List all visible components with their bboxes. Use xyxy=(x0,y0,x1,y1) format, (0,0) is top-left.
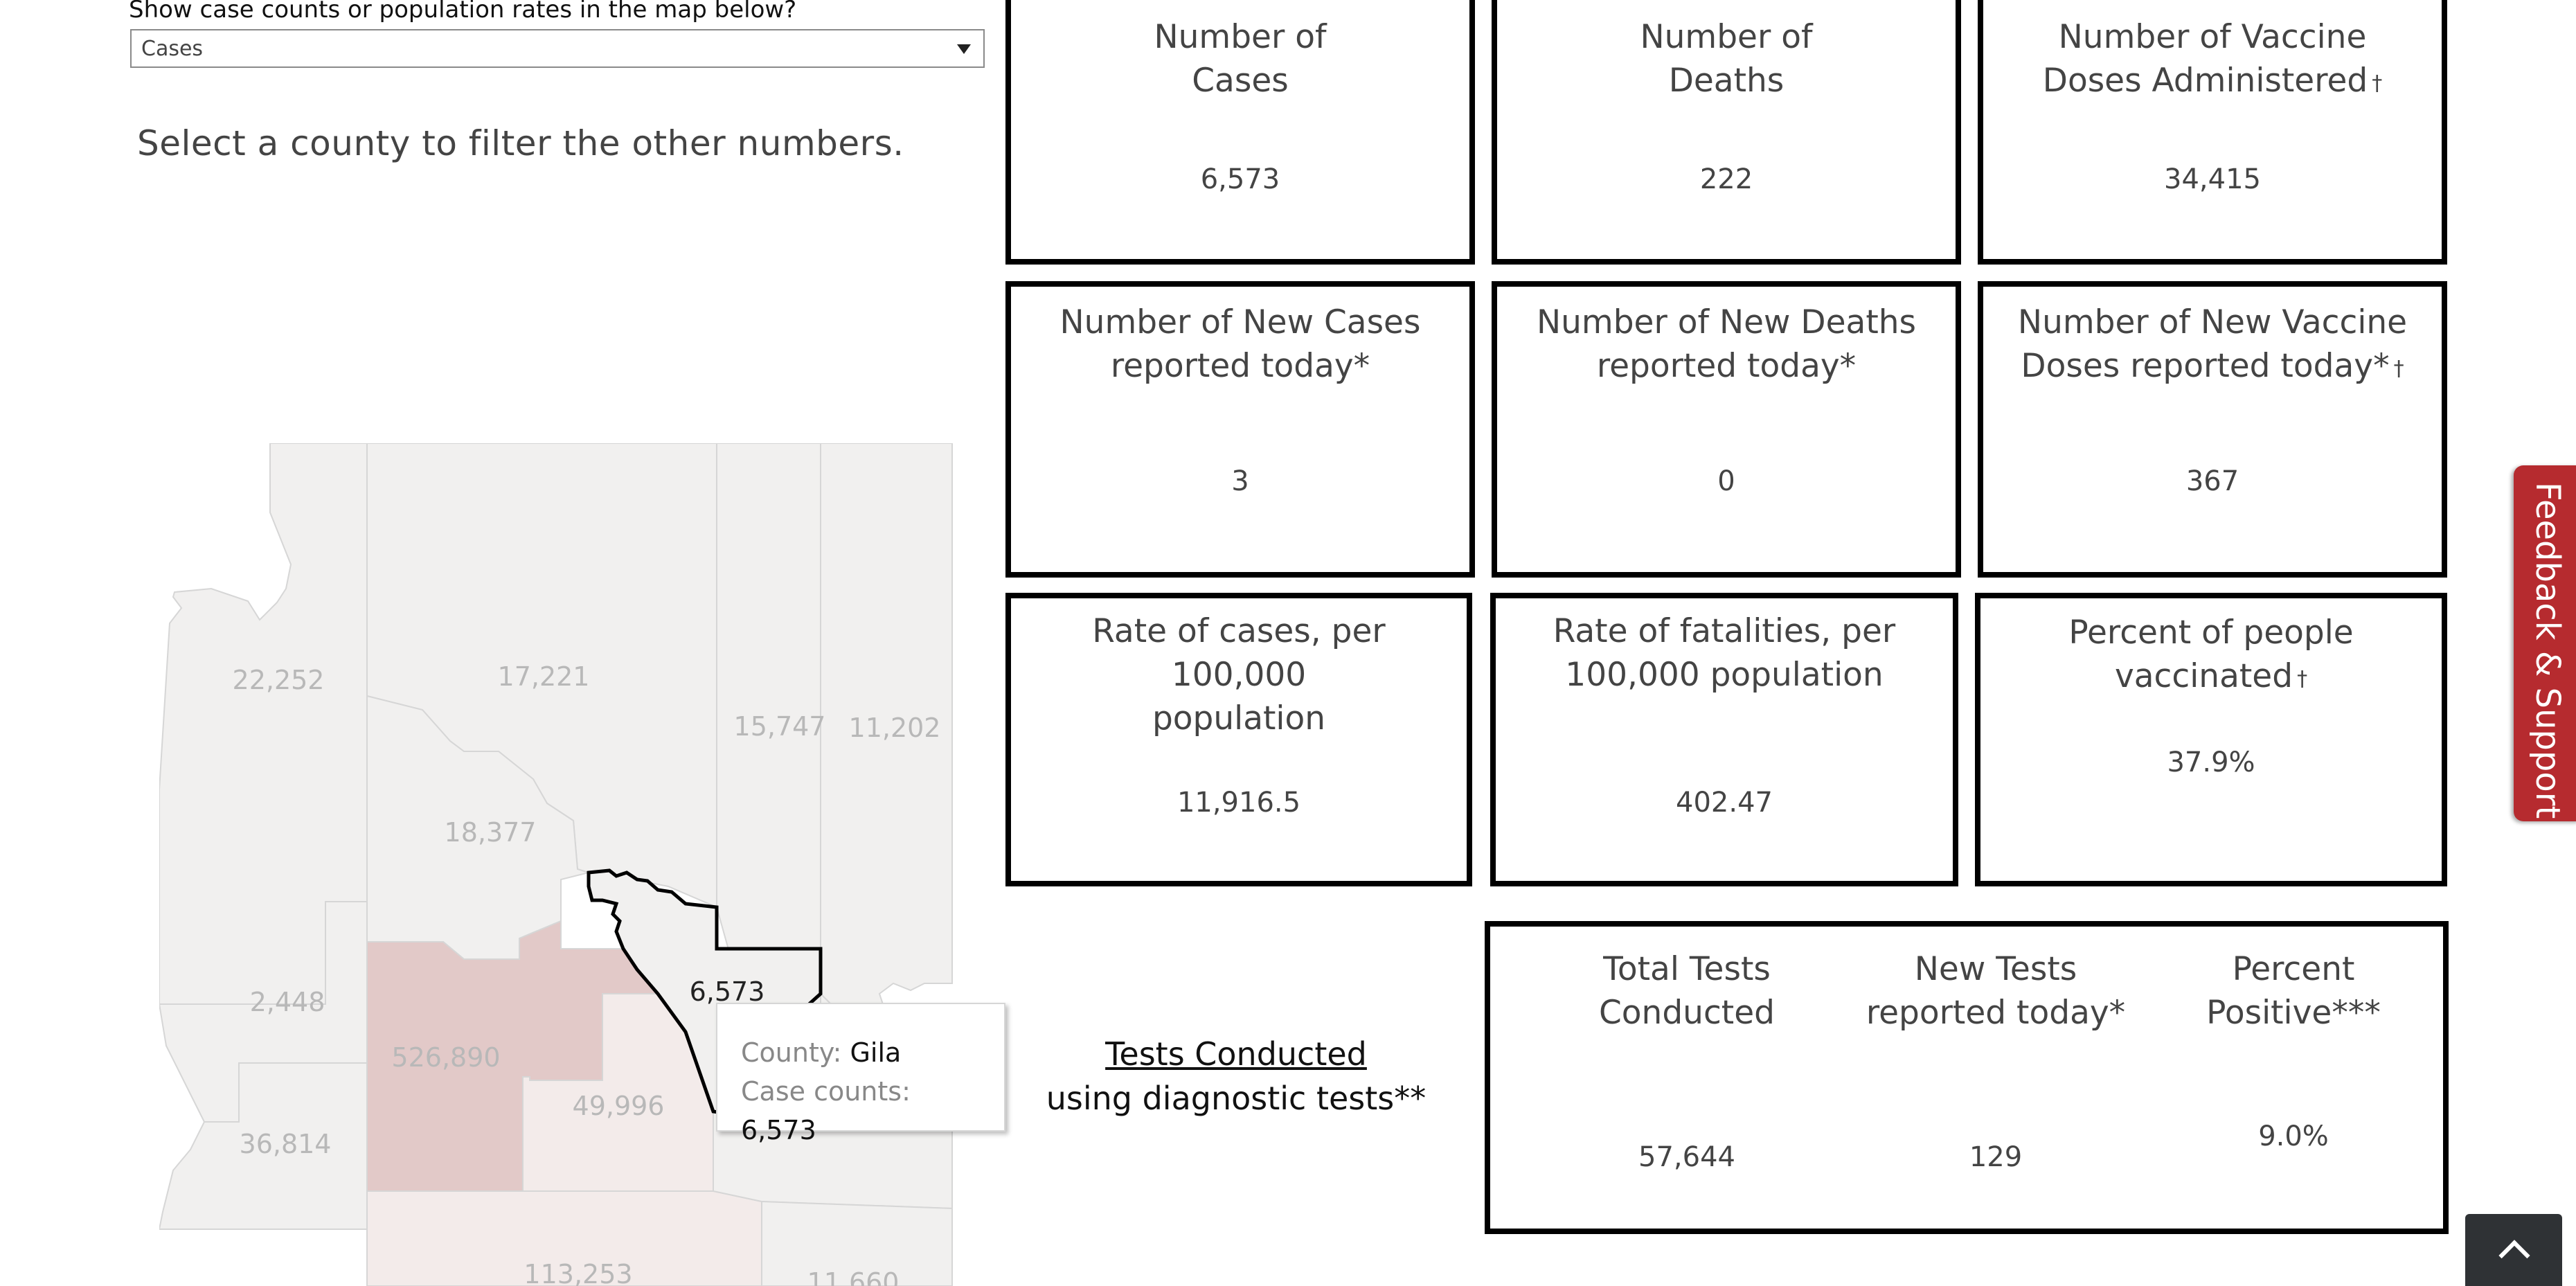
map-value-yavapai: 18,377 xyxy=(445,817,537,848)
new-cases-value: 3 xyxy=(1231,465,1249,497)
percent-vaccinated-value: 37.9% xyxy=(2167,747,2255,778)
county-cochise[interactable] xyxy=(761,1200,953,1286)
county-tooltip: County: Gila Case counts: 6,573 xyxy=(716,1003,1005,1145)
deaths-value: 222 xyxy=(1699,163,1753,195)
tooltip-county-name: Gila xyxy=(850,1037,902,1068)
map-filter-label: Show case counts or population rates in … xyxy=(129,0,797,24)
percent-positive-stat: Percent Positive*** 9.0% xyxy=(2141,947,2446,1211)
map-value-la-paz: 2,448 xyxy=(250,987,325,1017)
card-vaccine-doses[interactable]: Number of Vaccine Doses Administered † 34,… xyxy=(1978,0,2447,265)
back-to-top-button[interactable] xyxy=(2465,1214,2562,1286)
tooltip-case-count: 6,573 xyxy=(741,1115,816,1145)
map-value-gila: 6,573 xyxy=(690,976,765,1007)
map-metric-selected-value: Cases xyxy=(141,36,204,61)
new-deaths-value: 0 xyxy=(1717,465,1735,497)
case-rate-value: 11,916.5 xyxy=(1177,787,1301,819)
tests-panel[interactable]: Total Tests Conducted 57,644 New Tests rep… xyxy=(1485,921,2449,1234)
feedback-support-tab[interactable]: Feedback & Support xyxy=(2514,465,2576,821)
map-value-yuma: 36,814 xyxy=(240,1129,332,1159)
county-yuma[interactable] xyxy=(159,1062,368,1230)
total-tests-value: 57,644 xyxy=(1638,1141,1735,1173)
card-number-of-deaths[interactable]: Number of Deaths 222 xyxy=(1492,0,1961,265)
map-value-apache: 11,202 xyxy=(849,713,941,743)
chevron-up-icon xyxy=(2498,1240,2530,1271)
feedback-support-label: Feedback & Support xyxy=(2528,482,2567,819)
new-doses-value: 367 xyxy=(2185,465,2239,497)
map-value-pima: 113,253 xyxy=(524,1259,632,1286)
map-value-pinal: 49,996 xyxy=(573,1091,665,1121)
county-filter-hint: Select a county to filter the other numb… xyxy=(137,123,904,163)
card-number-of-cases[interactable]: Number of Cases 6,573 xyxy=(1005,0,1475,265)
card-percent-vaccinated[interactable]: Percent of people vaccinated † 37.9% xyxy=(1975,593,2447,886)
map-value-maricopa: 526,890 xyxy=(391,1042,500,1073)
card-case-rate[interactable]: Rate of cases, per 100,000 population 11,… xyxy=(1005,593,1472,886)
new-tests-stat: New Tests reported today* 129 xyxy=(1843,947,2148,1211)
cases-value: 6,573 xyxy=(1200,163,1280,195)
tooltip-county-row: County: Gila xyxy=(741,1037,902,1068)
map-value-coconino: 17,221 xyxy=(498,661,590,692)
dropdown-arrow-icon[interactable] xyxy=(957,44,971,54)
card-fatality-rate[interactable]: Rate of fatalities, per 100,000 populatio… xyxy=(1490,593,1958,886)
tooltip-counts-row: Case counts: 6,573 xyxy=(741,1076,911,1145)
arizona-county-map[interactable]: 22,252 17,221 15,747 11,202 18,377 6,573… xyxy=(159,443,976,1286)
percent-positive-value: 9.0% xyxy=(2258,1120,2329,1152)
total-tests-stat: Total Tests Conducted 57,644 xyxy=(1535,947,1839,1211)
map-metric-select[interactable]: Cases xyxy=(130,29,985,68)
tests-conducted-title[interactable]: Tests Conducted xyxy=(1105,1035,1367,1073)
tests-conducted-heading: Tests Conducted using diagnostic tests** xyxy=(1032,1032,1440,1120)
map-value-cochise: 11,660 xyxy=(807,1267,900,1286)
new-tests-value: 129 xyxy=(1969,1141,2023,1173)
map-value-navajo: 15,747 xyxy=(734,711,826,742)
card-new-deaths[interactable]: Number of New Deaths reported today* 0 xyxy=(1492,281,1961,578)
fatality-rate-value: 402.47 xyxy=(1676,787,1773,819)
card-new-cases[interactable]: Number of New Cases reported today* 3 xyxy=(1005,281,1475,578)
card-new-vaccine-doses[interactable]: Number of New Vaccine Doses reported toda… xyxy=(1978,281,2447,578)
tests-conducted-subtitle: using diagnostic tests** xyxy=(1046,1080,1426,1117)
map-value-mohave: 22,252 xyxy=(233,665,325,695)
doses-value: 34,415 xyxy=(2164,163,2261,195)
